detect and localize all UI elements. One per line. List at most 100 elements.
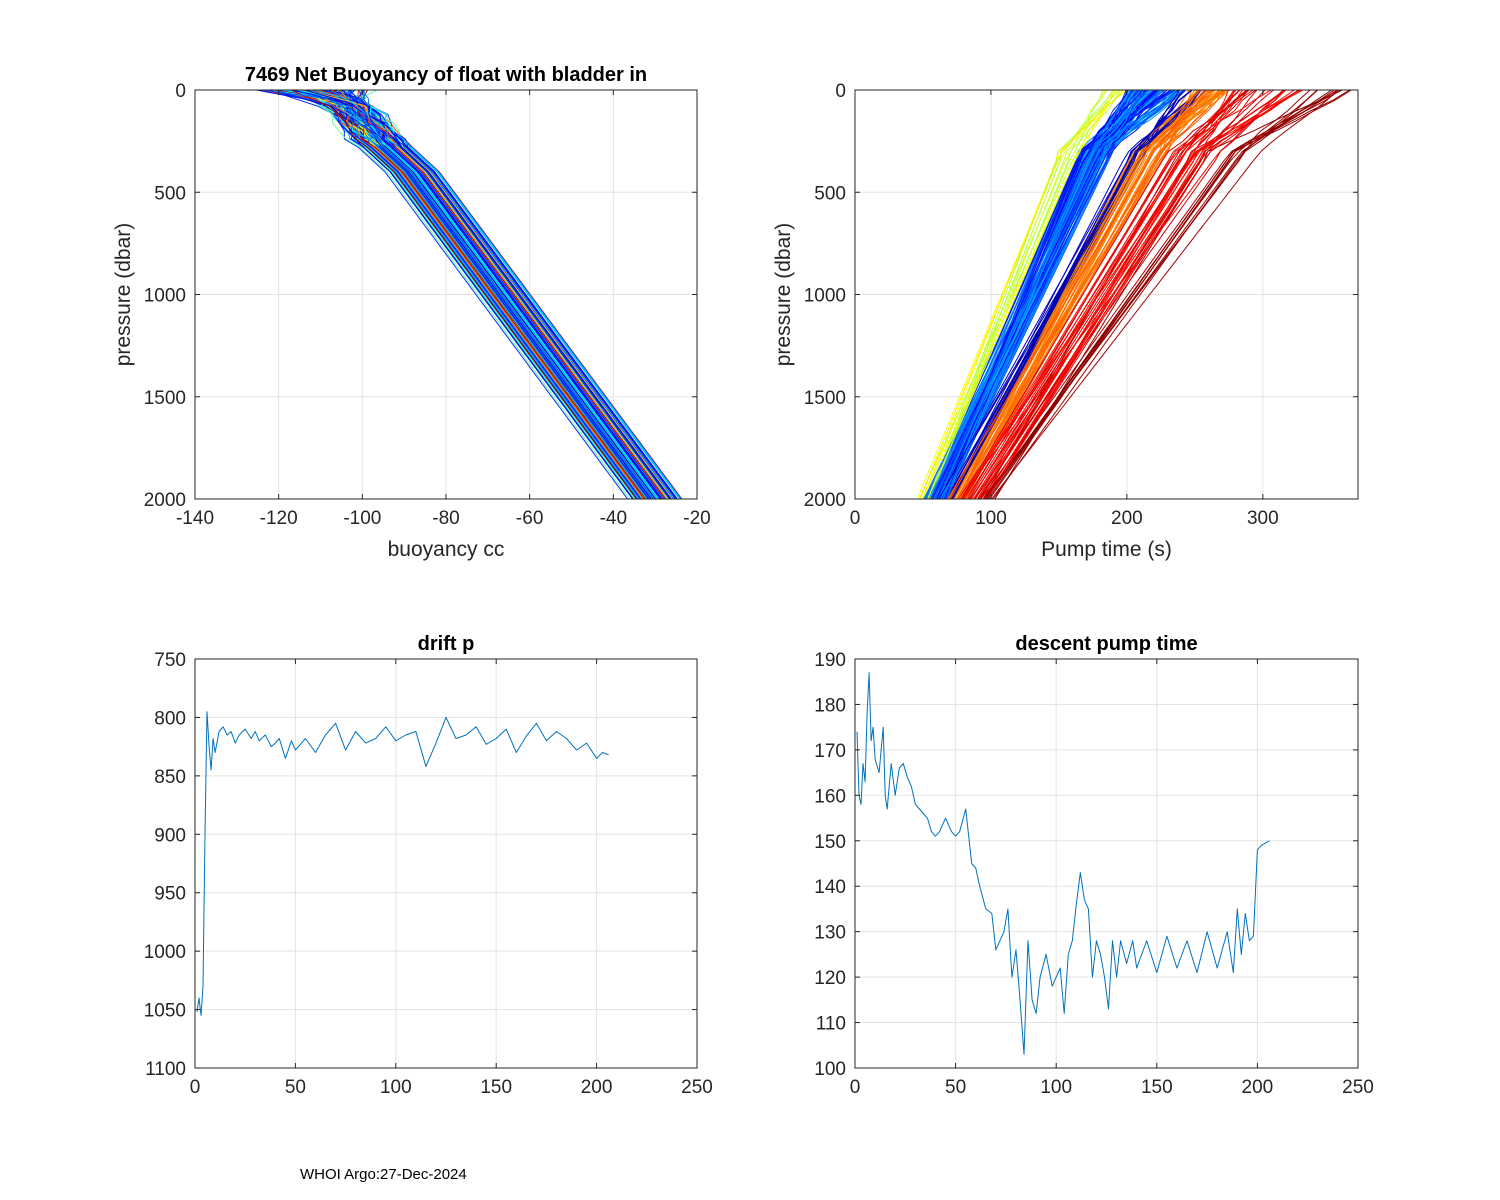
pump-time-profile-line: [986, 90, 1299, 499]
y-tick-label: 850: [154, 767, 186, 788]
buoyancy-profile-line: [323, 90, 680, 499]
buoyancy-profile-line: [333, 90, 646, 499]
pump-time-profile-line: [938, 90, 1193, 499]
footer-text: WHOI Argo:27-Dec-2024: [300, 1166, 467, 1183]
pump-time-profile-line: [982, 90, 1332, 499]
pump-time-profile-line: [956, 90, 1193, 499]
pump-time-profile-line: [960, 90, 1250, 499]
buoyancy-profile-line: [311, 90, 643, 499]
y-tick-label: 0: [175, 81, 186, 102]
buoyancy-profile-line: [323, 90, 644, 499]
pump-time-profile-line: [987, 90, 1352, 499]
x-tick-label: 200: [1111, 508, 1143, 529]
chart-title: 7469 Net Buoyancy of float with bladder …: [245, 64, 647, 86]
x-axis-label: Pump time (s): [1041, 538, 1172, 561]
pump-time-profile-line: [985, 90, 1274, 499]
buoyancy-profile-line: [285, 90, 635, 499]
buoyancy-profile-line: [308, 90, 662, 499]
data-layer: [916, 90, 1352, 499]
buoyancy-profile-line: [309, 90, 648, 499]
x-tick-label: -80: [432, 508, 459, 529]
pump-time-profile-line: [970, 90, 1286, 499]
data-layer: [856, 672, 1270, 1055]
buoyancy-profile-line: [309, 90, 656, 499]
pump-time-profile-line: [946, 90, 1132, 499]
buoyancy-profile-line: [336, 90, 682, 499]
y-tick-label: 900: [154, 825, 186, 846]
x-tick-label: 100: [975, 508, 1007, 529]
x-tick-label: -100: [343, 508, 381, 529]
plot-area: [855, 659, 1358, 1068]
buoyancy-profile-line: [256, 90, 642, 499]
pump-time-profile-line: [924, 90, 1135, 499]
y-tick-label: 2000: [804, 490, 846, 511]
pump-time-profile-line: [916, 90, 1120, 499]
buoyancy-profile-line: [321, 90, 677, 499]
x-tick-label: 100: [380, 1077, 412, 1098]
buoyancy-profile-line: [360, 90, 681, 499]
y-tick-label: 1500: [804, 388, 846, 409]
buoyancy-profile-line: [261, 90, 654, 499]
pump-time-profile-line: [918, 90, 1114, 499]
x-tick-label: -20: [683, 508, 710, 529]
axes-frame: [194, 658, 698, 1069]
y-tick-label: 750: [154, 650, 186, 671]
y-tick-label: 180: [814, 695, 846, 716]
x-tick-label: -120: [260, 508, 298, 529]
y-tick-label: 110: [816, 1014, 846, 1035]
buoyancy-profile-line: [304, 90, 672, 499]
chart-title: descent pump time: [1015, 633, 1197, 655]
x-axis-label: buoyancy cc: [388, 538, 505, 561]
x-tick-label: -60: [516, 508, 543, 529]
x-tick-label: 50: [945, 1077, 966, 1098]
axes-frame: [854, 658, 1359, 1069]
drift-p-axes: 0 50 100 150 200 250 750 800 850 900 950 1000 1050 11…: [144, 633, 713, 1098]
buoyancy-profile-line: [290, 90, 637, 499]
data-layer: [256, 90, 683, 499]
y-tick-label: 500: [814, 183, 846, 204]
y-tick-label: 170: [814, 741, 846, 762]
pump-time-axes: 0 100 200 300 0 500 1000 1500 2000 Pump time (s) p…: [772, 81, 1359, 561]
buoyancy-profile-line: [341, 90, 665, 499]
buoyancy-profile-line: [332, 90, 640, 499]
y-tick-label: 1000: [144, 942, 186, 963]
pump-time-profile-line: [991, 90, 1339, 499]
y-tick-label: 190: [814, 650, 846, 671]
buoyancy-profile-line: [339, 90, 673, 499]
buoyancy-profile-line: [269, 90, 629, 499]
x-tick-label: -40: [600, 508, 627, 529]
x-tick-label: 250: [1342, 1077, 1374, 1098]
buoyancy-profile-line: [296, 90, 674, 499]
pump-time-profile-line: [974, 90, 1295, 499]
buoyancy-profile-line: [265, 90, 634, 499]
y-axis-label: pressure (dbar): [112, 223, 135, 367]
y-tick-label: 950: [154, 884, 186, 905]
pump-time-profile-line: [929, 90, 1122, 499]
pump-time-profile-line: [961, 90, 1272, 499]
y-tick-label: 1100: [145, 1059, 186, 1080]
pump-time-profile-line: [954, 90, 1210, 499]
y-tick-label: 140: [814, 877, 846, 898]
pump-time-profile-line: [946, 90, 1171, 499]
x-tick-label: 300: [1247, 508, 1279, 529]
buoyancy-profile-line: [317, 90, 666, 499]
y-tick-label: 0: [835, 81, 846, 102]
buoyancy-profile-line: [281, 90, 653, 499]
y-tick-label: 2000: [144, 490, 186, 511]
x-tick-label: 200: [581, 1077, 613, 1098]
x-tick-label: 0: [850, 1077, 861, 1098]
y-tick-label: 1000: [804, 286, 846, 307]
x-tick-label: 0: [850, 508, 861, 529]
buoyancy-profile-line: [273, 90, 639, 499]
y-tick-label: 500: [154, 183, 186, 204]
descent-pump-time-axes: 0 50 100 150 200 250 100 110 120 130 140 150 160 170 1…: [814, 633, 1374, 1098]
pump-time-profile-line: [983, 90, 1235, 499]
x-tick-label: 50: [285, 1077, 306, 1098]
pump-time-profile-line: [973, 90, 1284, 499]
y-tick-label: 120: [814, 968, 846, 989]
buoyancy-profile-line: [303, 90, 636, 499]
y-tick-label: 150: [814, 832, 846, 853]
pump-time-profile-line: [927, 90, 1114, 499]
buoyancy-profile-line: [330, 90, 658, 499]
